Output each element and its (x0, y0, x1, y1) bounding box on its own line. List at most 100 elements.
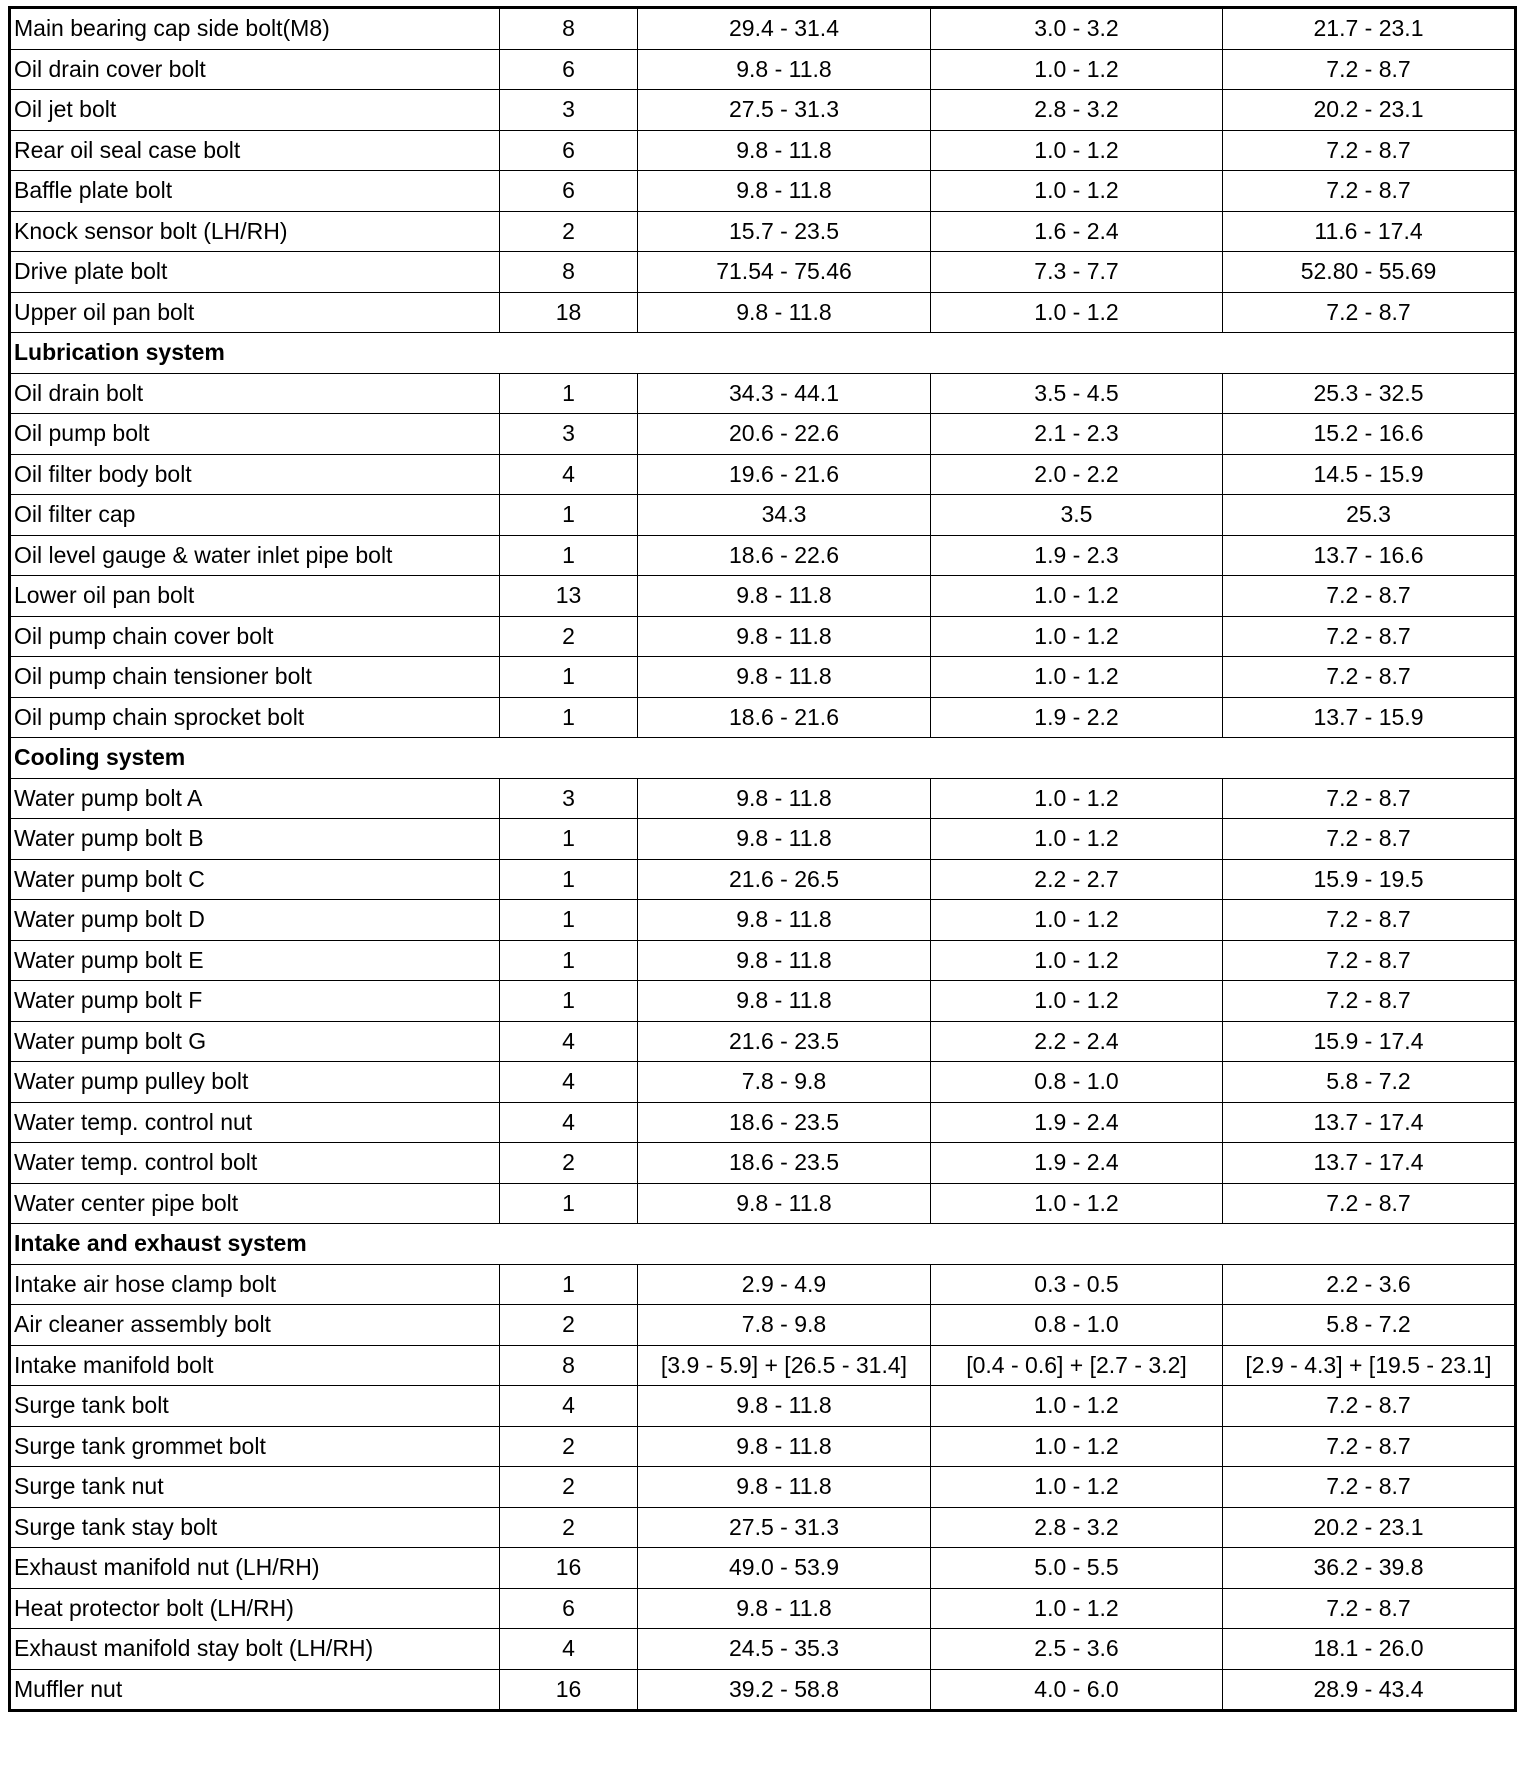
table-row: Oil jet bolt 3 27.5 - 31.3 2.8 - 3.2 20.2 - … (9, 89, 1516, 131)
torque-kgfm-cell: [0.4 - 0.6] + [2.7 - 3.2] (930, 1344, 1223, 1386)
torque-lbft-cell: 7.2 - 8.7 (1222, 656, 1516, 698)
torque-lbft-cell: 7.2 - 8.7 (1222, 777, 1516, 819)
quantity-cell: 1 (499, 696, 638, 738)
quantity-cell: 8 (499, 1344, 638, 1386)
quantity-cell: 1 (499, 494, 638, 536)
quantity-cell: 3 (499, 413, 638, 455)
section-title: Cooling system (9, 737, 1516, 779)
table-row: Water center pipe bolt 1 9.8 - 11.8 1.0 - 1… (9, 1182, 1516, 1224)
torque-lbft-cell: 7.2 - 8.7 (1222, 980, 1516, 1022)
part-name-cell: Surge tank stay bolt (9, 1506, 500, 1548)
torque-lbft-cell: 5.8 - 7.2 (1222, 1304, 1516, 1346)
part-name-cell: Oil level gauge & water inlet pipe bolt (9, 534, 500, 576)
section-title: Intake and exhaust system (9, 1223, 1516, 1265)
torque-kgfm-cell: 1.0 - 1.2 (930, 1385, 1223, 1427)
torque-kgfm-cell: 3.0 - 3.2 (930, 7, 1223, 50)
torque-nm-cell: 9.8 - 11.8 (637, 615, 931, 657)
part-name-cell: Oil filter cap (9, 494, 500, 536)
part-name-cell: Oil pump chain tensioner bolt (9, 656, 500, 698)
part-name-cell: Oil pump bolt (9, 413, 500, 455)
table-row: Water pump pulley bolt 4 7.8 - 9.8 0.8 - 1.… (9, 1061, 1516, 1103)
torque-lbft-cell: 20.2 - 23.1 (1222, 1506, 1516, 1548)
part-name-cell: Main bearing cap side bolt(M8) (9, 7, 500, 50)
table-row: Surge tank bolt 4 9.8 - 11.8 1.0 - 1.2 7.2 -… (9, 1385, 1516, 1427)
torque-kgfm-cell: 1.0 - 1.2 (930, 1587, 1223, 1629)
table-row: Baffle plate bolt 6 9.8 - 11.8 1.0 - 1.2 7.2… (9, 170, 1516, 212)
quantity-cell: 2 (499, 210, 638, 252)
torque-kgfm-cell: 7.3 - 7.7 (930, 251, 1223, 293)
part-name-cell: Surge tank bolt (9, 1385, 500, 1427)
part-name-cell: Drive plate bolt (9, 251, 500, 293)
quantity-cell: 2 (499, 1304, 638, 1346)
section-title: Lubrication system (9, 332, 1516, 374)
quantity-cell: 1 (499, 818, 638, 860)
torque-nm-cell: 29.4 - 31.4 (637, 7, 931, 50)
torque-nm-cell: 9.8 - 11.8 (637, 170, 931, 212)
part-name-cell: Surge tank nut (9, 1466, 500, 1508)
table-row: Oil pump chain cover bolt 2 9.8 - 11.8 1.0 … (9, 615, 1516, 657)
torque-lbft-cell: 7.2 - 8.7 (1222, 291, 1516, 333)
table-row: Oil drain bolt 1 34.3 - 44.1 3.5 - 4.5 25.3 … (9, 372, 1516, 414)
table-body: Main bearing cap side bolt(M8) 8 29.4 - 31… (9, 7, 1516, 1711)
table-row: Exhaust manifold nut (LH/RH) 16 49.0 - 53.… (9, 1547, 1516, 1589)
torque-lbft-cell: 7.2 - 8.7 (1222, 1425, 1516, 1467)
torque-nm-cell: 18.6 - 22.6 (637, 534, 931, 576)
torque-lbft-cell: 13.7 - 17.4 (1222, 1101, 1516, 1143)
torque-nm-cell: 9.8 - 11.8 (637, 1587, 931, 1629)
table-row: Heat protector bolt (LH/RH) 6 9.8 - 11.8 1.… (9, 1587, 1516, 1629)
torque-nm-cell: 9.8 - 11.8 (637, 129, 931, 171)
part-name-cell: Water pump bolt E (9, 939, 500, 981)
torque-kgfm-cell: 1.9 - 2.3 (930, 534, 1223, 576)
torque-nm-cell: 21.6 - 23.5 (637, 1020, 931, 1062)
torque-lbft-cell: 15.2 - 16.6 (1222, 413, 1516, 455)
torque-lbft-cell: 7.2 - 8.7 (1222, 899, 1516, 941)
table-row: Muffler nut 16 39.2 - 58.8 4.0 - 6.0 28.9 - … (9, 1668, 1516, 1711)
torque-kgfm-cell: 2.1 - 2.3 (930, 413, 1223, 455)
quantity-cell: 4 (499, 1020, 638, 1062)
torque-lbft-cell: 7.2 - 8.7 (1222, 1587, 1516, 1629)
torque-kgfm-cell: 2.8 - 3.2 (930, 89, 1223, 131)
quantity-cell: 6 (499, 48, 638, 90)
table-row: Water pump bolt D 1 9.8 - 11.8 1.0 - 1.2 7.2… (9, 899, 1516, 941)
torque-kgfm-cell: 1.6 - 2.4 (930, 210, 1223, 252)
torque-nm-cell: 34.3 - 44.1 (637, 372, 931, 414)
table-row: Surge tank stay bolt 2 27.5 - 31.3 2.8 - 3.… (9, 1506, 1516, 1548)
table-row: Intake manifold bolt 8 [3.9 - 5.9] + [26.5… (9, 1344, 1516, 1386)
torque-lbft-cell: 13.7 - 15.9 (1222, 696, 1516, 738)
torque-kgfm-cell: 1.0 - 1.2 (930, 1466, 1223, 1508)
torque-kgfm-cell: 1.9 - 2.2 (930, 696, 1223, 738)
torque-nm-cell: 9.8 - 11.8 (637, 939, 931, 981)
torque-nm-cell: 9.8 - 11.8 (637, 575, 931, 617)
torque-kgfm-cell: 2.2 - 2.4 (930, 1020, 1223, 1062)
torque-kgfm-cell: 1.0 - 1.2 (930, 1182, 1223, 1224)
table-row: Water pump bolt C 1 21.6 - 26.5 2.2 - 2.7 15… (9, 858, 1516, 900)
torque-kgfm-cell: 2.8 - 3.2 (930, 1506, 1223, 1548)
part-name-cell: Rear oil seal case bolt (9, 129, 500, 171)
torque-nm-cell: 9.8 - 11.8 (637, 1182, 931, 1224)
torque-kgfm-cell: 1.0 - 1.2 (930, 129, 1223, 171)
torque-kgfm-cell: 1.0 - 1.2 (930, 777, 1223, 819)
quantity-cell: 1 (499, 939, 638, 981)
quantity-cell: 1 (499, 534, 638, 576)
part-name-cell: Water pump bolt G (9, 1020, 500, 1062)
torque-kgfm-cell: 0.3 - 0.5 (930, 1263, 1223, 1305)
part-name-cell: Water temp. control bolt (9, 1142, 500, 1184)
torque-lbft-cell: 5.8 - 7.2 (1222, 1061, 1516, 1103)
table-row: Water temp. control nut 4 18.6 - 23.5 1.9 -… (9, 1101, 1516, 1143)
table-row: Oil level gauge & water inlet pipe bolt 1… (9, 534, 1516, 576)
part-name-cell: Exhaust manifold stay bolt (LH/RH) (9, 1628, 500, 1670)
table-row: Drive plate bolt 8 71.54 - 75.46 7.3 - 7.7 5… (9, 251, 1516, 293)
part-name-cell: Baffle plate bolt (9, 170, 500, 212)
torque-lbft-cell: 11.6 - 17.4 (1222, 210, 1516, 252)
quantity-cell: 1 (499, 1182, 638, 1224)
torque-nm-cell: 34.3 (637, 494, 931, 536)
torque-nm-cell: 27.5 - 31.3 (637, 1506, 931, 1548)
torque-lbft-cell: 52.80 - 55.69 (1222, 251, 1516, 293)
torque-lbft-cell: 25.3 - 32.5 (1222, 372, 1516, 414)
torque-kgfm-cell: 4.0 - 6.0 (930, 1668, 1223, 1711)
quantity-cell: 8 (499, 251, 638, 293)
quantity-cell: 6 (499, 1587, 638, 1629)
torque-nm-cell: 18.6 - 23.5 (637, 1101, 931, 1143)
table-row: Surge tank nut 2 9.8 - 11.8 1.0 - 1.2 7.2 - … (9, 1466, 1516, 1508)
torque-kgfm-cell: 1.0 - 1.2 (930, 818, 1223, 860)
